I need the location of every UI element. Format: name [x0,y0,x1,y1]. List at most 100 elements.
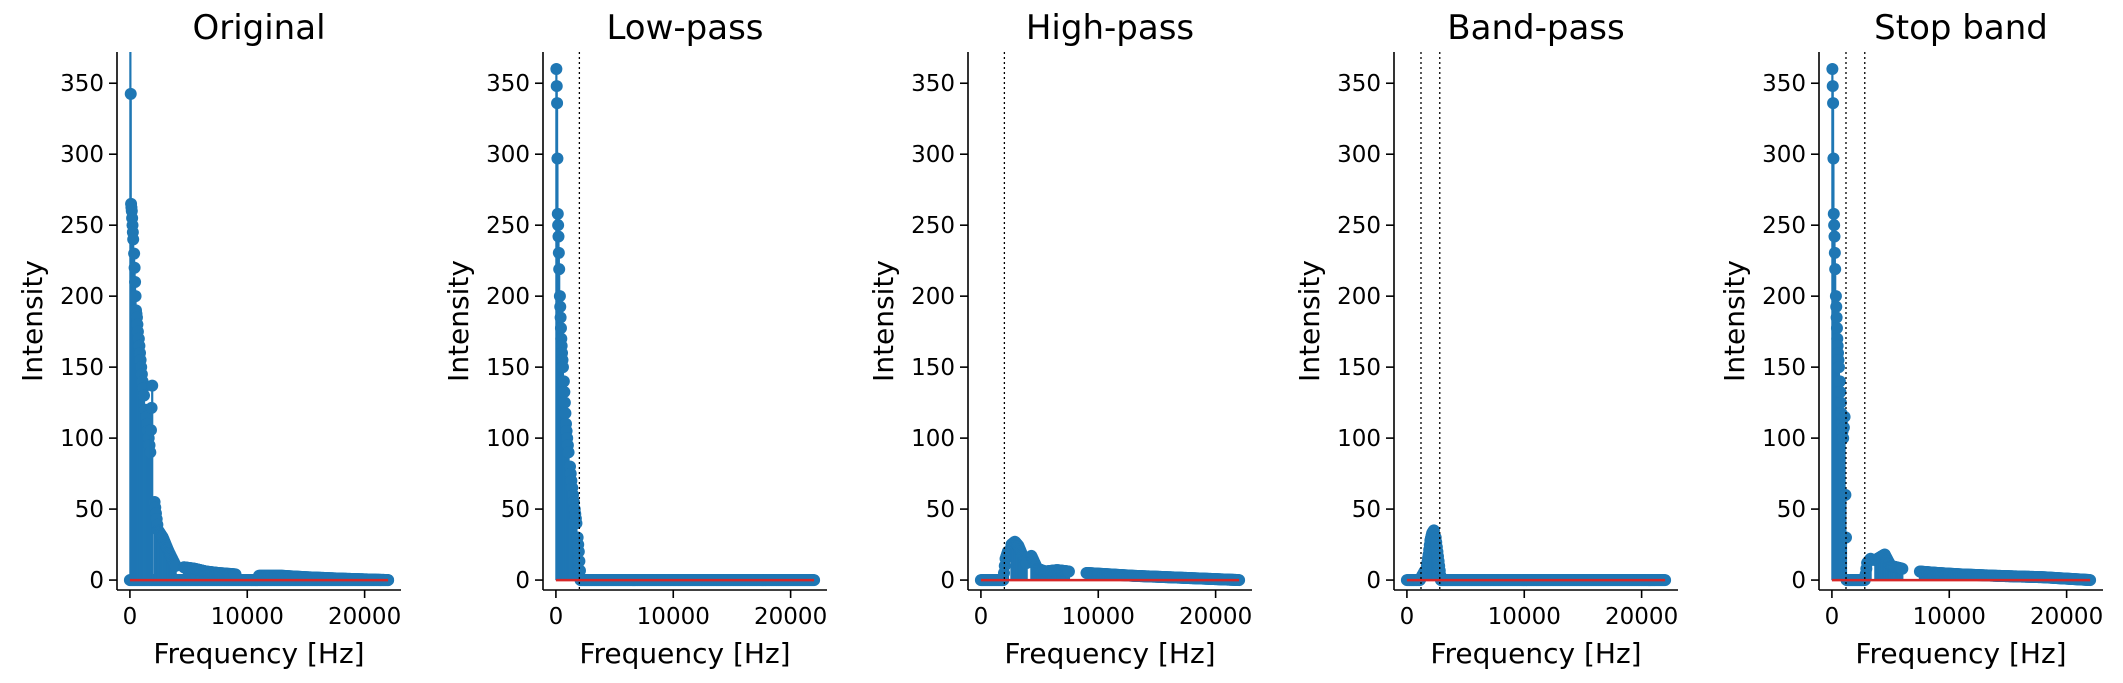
x-tick-label: 10000 [1913,604,1986,630]
y-tick-label: 0 [1366,568,1381,594]
stem-marker [229,568,242,581]
stem-marker [137,389,150,402]
stem-marker [551,152,564,165]
stem-marker [556,361,569,374]
stem-marks [123,52,395,587]
x-axis-label: Frequency [Hz] [1855,637,2066,670]
stem-marker [554,311,567,324]
y-tick-label: 200 [486,284,530,310]
y-tick-label: 0 [515,568,530,594]
y-tick-label: 50 [1777,497,1806,523]
stem-marker [1826,80,1839,93]
stem-marker [550,80,563,93]
stem-marker [557,375,570,388]
stem-marker [1834,396,1847,409]
y-tick-label: 200 [60,284,104,310]
x-axis-label: Frequency [Hz] [1430,637,1641,670]
y-axis-label: Intensity [1293,260,1326,382]
y-tick-label: 50 [75,497,104,523]
stem-marker [553,290,566,303]
chart-panel-4: 0 50 100 150 200 250 300 350 0 10000 20000 Band-pas… [1293,8,1678,670]
x-axis-label: Frequency [Hz] [1004,637,1215,670]
chart-panel-1: 0 50 100 150 200 250 300 350 0 10000 20000 Original… [16,8,401,670]
y-tick-label: 200 [911,284,955,310]
y-axis-label: Intensity [16,260,49,382]
y-tick-label: 100 [60,426,104,452]
stem-marker [551,97,564,110]
stem-marker [562,446,575,459]
x-axis-label: Frequency [Hz] [153,637,364,670]
y-tick-label: 0 [89,568,104,594]
y-tick-label: 150 [486,355,530,381]
y-tick-label: 100 [1762,426,1806,452]
stem-marker [1827,97,1840,110]
y-tick-label: 50 [1352,497,1381,523]
stem-marker [1833,375,1846,388]
stem-marks [1400,524,1672,587]
x-tick-label: 20000 [754,604,827,630]
stem-marker [573,555,586,568]
stem-marks [974,535,1246,587]
stem-marker [554,300,567,313]
stem-marker [1832,361,1845,374]
stem-marker [1834,385,1847,398]
chart-title: Low-pass [606,8,763,48]
stem-marker [558,396,571,409]
y-tick-label: 300 [486,142,530,168]
chart-title: High-pass [1026,8,1194,48]
y-tick-label: 300 [1337,142,1381,168]
y-tick-label: 250 [911,213,955,239]
y-tick-label: 250 [1337,213,1381,239]
stem-marker [554,322,567,335]
y-tick-label: 0 [1791,568,1806,594]
stem-marker [550,63,563,76]
x-tick-label: 0 [1400,604,1415,630]
stem-marker [1829,290,1842,303]
stem-marker [1830,322,1843,335]
y-tick-label: 150 [1337,355,1381,381]
y-axis-label: Intensity [442,260,475,382]
x-tick-label: 0 [123,604,138,630]
x-tick-label: 10000 [1488,604,1561,630]
stem-marker [146,379,159,392]
y-tick-label: 350 [1337,71,1381,97]
y-tick-label: 200 [1762,284,1806,310]
y-tick-label: 250 [60,213,104,239]
chart-panel-5: 0 50 100 150 200 250 300 350 0 10000 20000 Stop ban… [1718,8,2103,670]
x-tick-label: 20000 [1605,604,1678,630]
y-tick-label: 200 [1337,284,1381,310]
chart-panel-2: 0 50 100 150 200 250 300 350 0 10000 20000 Low-pass… [442,8,827,670]
y-tick-label: 300 [1762,142,1806,168]
stem-marker [1838,410,1851,423]
y-tick-label: 150 [60,355,104,381]
stem-marker [1062,565,1075,578]
chart-panel-3: 0 50 100 150 200 250 300 350 0 10000 20000 High-pas… [867,8,1252,670]
stem-marker [124,87,137,100]
x-tick-label: 20000 [328,604,401,630]
stem-marker [1827,152,1840,165]
stem-marker [1830,300,1843,313]
y-tick-label: 350 [911,71,955,97]
stem-marker [552,246,565,259]
y-axis-label: Intensity [1718,260,1751,382]
x-tick-label: 10000 [637,604,710,630]
stem-marker [129,275,142,288]
stem-marker [1828,230,1841,243]
x-tick-label: 10000 [211,604,284,630]
stem-marks [1826,63,2097,587]
stem-marker [1830,311,1843,324]
y-tick-label: 100 [486,426,530,452]
stem-marker [572,545,585,558]
y-tick-label: 150 [911,355,955,381]
y-tick-label: 350 [1762,71,1806,97]
x-tick-label: 10000 [1062,604,1135,630]
stem-marks [550,63,821,587]
stem-marker [129,290,142,303]
y-tick-label: 300 [60,142,104,168]
x-tick-label: 20000 [1179,604,1252,630]
x-tick-label: 0 [1825,604,1840,630]
stem-marker [570,517,583,530]
y-tick-label: 250 [1762,213,1806,239]
stem-marker [1828,246,1841,259]
